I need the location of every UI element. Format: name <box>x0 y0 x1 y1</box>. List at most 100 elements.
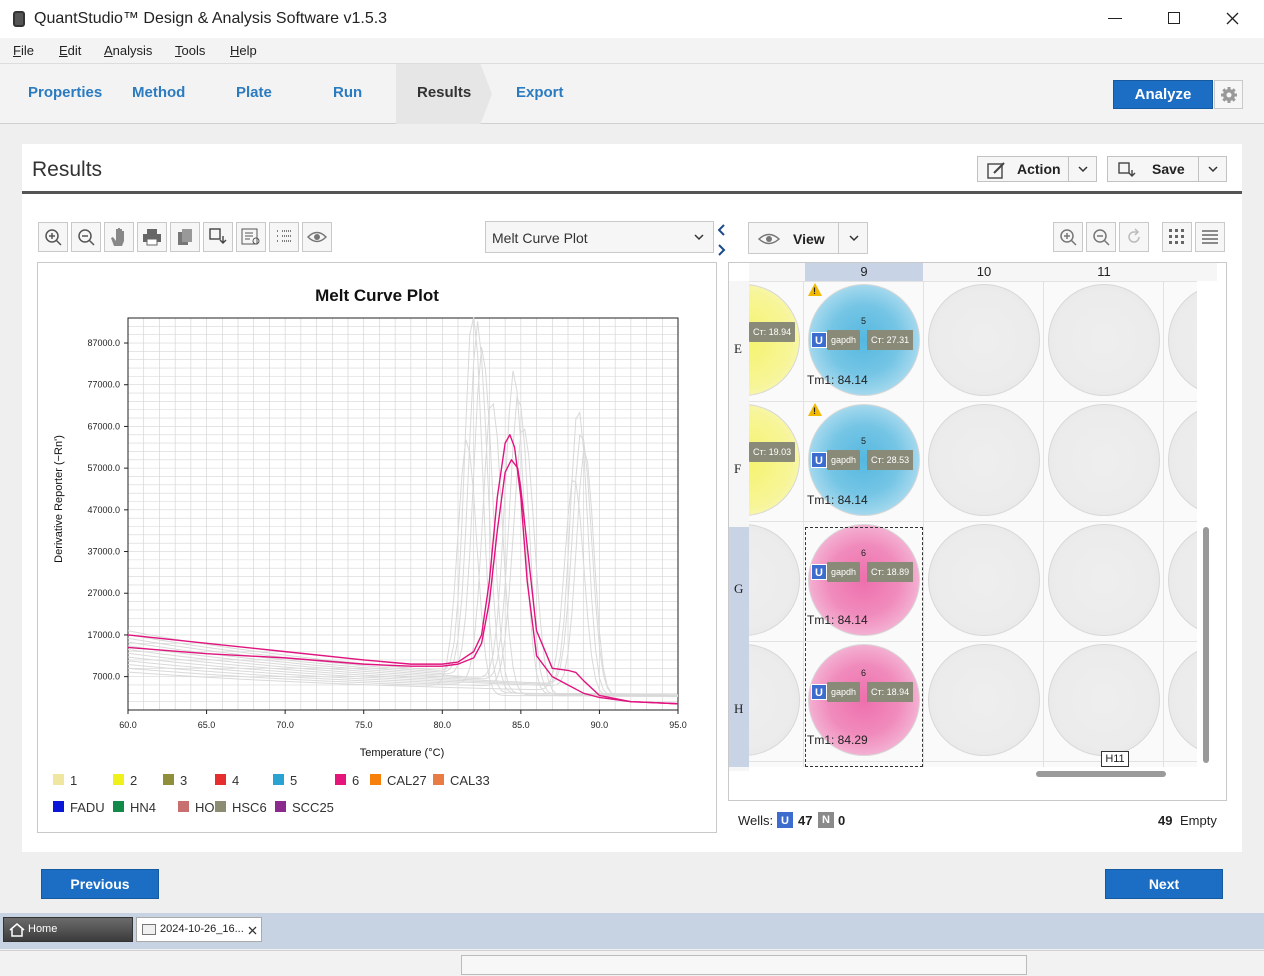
gear-icon <box>1220 86 1237 103</box>
zoom-in-icon <box>45 229 62 246</box>
partial-well-ct: Cᴛ: 19.03 <box>749 442 796 462</box>
well[interactable] <box>1168 404 1197 516</box>
print-icon <box>143 229 161 246</box>
legend-toggle-button[interactable] <box>269 222 299 252</box>
minimize-icon[interactable] <box>1108 18 1122 19</box>
well[interactable] <box>1048 284 1160 396</box>
menu-help[interactable]: Help <box>230 43 257 58</box>
save-button[interactable]: Save <box>1107 156 1227 182</box>
row-divider <box>749 281 1197 282</box>
copy-button[interactable] <box>170 222 200 252</box>
menu-edit[interactable]: Edit <box>59 43 82 58</box>
plate-reset-button[interactable] <box>1119 222 1149 252</box>
warning-icon <box>808 283 822 296</box>
background-trace <box>127 433 679 697</box>
plot-type-select[interactable]: Melt Curve Plot <box>485 221 714 253</box>
well[interactable] <box>1048 644 1160 756</box>
well[interactable] <box>1168 284 1197 396</box>
close-icon[interactable] <box>1226 12 1239 25</box>
pan-button[interactable] <box>104 222 134 252</box>
ntc-badge: N <box>818 812 834 828</box>
plate-zoom-out-button[interactable] <box>1086 222 1116 252</box>
print-button[interactable] <box>137 222 167 252</box>
well[interactable] <box>1168 524 1197 636</box>
next-button[interactable]: Next <box>1105 869 1223 899</box>
well[interactable] <box>1168 644 1197 756</box>
results-header: Results Action Save <box>22 144 1242 194</box>
window-title: QuantStudio™ Design & Analysis Software … <box>34 10 388 27</box>
maximize-icon[interactable] <box>1168 12 1180 24</box>
grid-view-button[interactable] <box>1162 222 1192 252</box>
well[interactable] <box>928 524 1040 636</box>
well[interactable] <box>749 524 800 636</box>
well[interactable] <box>928 404 1040 516</box>
wells-status: Wells: U 47 N 0 49 Empty <box>738 812 1218 832</box>
action-button[interactable]: Action <box>977 156 1097 182</box>
series-line <box>127 434 679 705</box>
row-h[interactable]: H <box>734 701 744 716</box>
row-f[interactable]: F <box>734 461 742 476</box>
x-tick-label: 85.0 <box>512 720 530 730</box>
x-tick-label: 90.0 <box>591 720 609 730</box>
column-10[interactable]: 10 <box>976 264 992 279</box>
well[interactable] <box>928 644 1040 756</box>
row-e[interactable]: E <box>734 341 742 356</box>
analysis-settings-button[interactable] <box>1214 80 1243 109</box>
legend-label: SCC25 <box>292 800 334 815</box>
well-ct: Cᴛ: 18.94 <box>867 682 914 702</box>
eye-icon <box>307 231 327 243</box>
report-button[interactable] <box>236 222 266 252</box>
y-tick-label: 37000.0 <box>87 547 120 557</box>
tab-plate[interactable]: Plate <box>236 84 272 101</box>
zoom-in-button[interactable] <box>38 222 68 252</box>
unknown-badge: U <box>811 332 827 348</box>
row-g[interactable]: G <box>734 581 744 596</box>
legend-item: CAL27 <box>370 773 427 788</box>
menu-analysis[interactable]: Analysis <box>104 43 153 58</box>
table-view-button[interactable] <box>1195 222 1225 252</box>
view-dropdown[interactable]: View <box>748 222 868 254</box>
zoom-out-button[interactable] <box>71 222 101 252</box>
well[interactable] <box>1048 404 1160 516</box>
menu-bar: File Edit Analysis Tools Help <box>0 38 1264 64</box>
tab-properties[interactable]: Properties <box>28 84 103 101</box>
column-9[interactable]: 9 <box>805 263 923 281</box>
legend-item: 3 <box>163 773 187 788</box>
tab-results[interactable]: Results <box>396 64 492 124</box>
expand-right-icon[interactable] <box>718 244 726 256</box>
menu-tools[interactable]: Tools <box>175 43 206 58</box>
tab-run[interactable]: Run <box>333 84 363 101</box>
partial-well-ct: Cᴛ: 18.94 <box>749 322 796 342</box>
app-icon <box>13 11 25 27</box>
vertical-scrollbar[interactable] <box>1203 527 1209 763</box>
well[interactable] <box>749 644 800 756</box>
show-button[interactable] <box>302 222 332 252</box>
menu-file[interactable]: File <box>13 43 34 58</box>
view-label: View <box>793 231 825 247</box>
close-icon[interactable] <box>248 926 257 935</box>
export-plot-button[interactable] <box>203 222 233 252</box>
well[interactable] <box>1048 524 1160 636</box>
tab-method[interactable]: Method <box>132 84 186 101</box>
list-icon <box>277 230 291 242</box>
column-11[interactable]: 11 <box>1097 264 1111 279</box>
x-tick-label: 70.0 <box>276 720 294 730</box>
previous-button[interactable]: Previous <box>41 869 159 899</box>
tab-export[interactable]: Export <box>516 84 564 101</box>
row-divider <box>749 521 1197 522</box>
analyze-button[interactable]: Analyze <box>1113 80 1213 109</box>
horizontal-scrollbar[interactable] <box>1036 771 1166 777</box>
legend-swatch <box>178 801 189 812</box>
legend-swatch <box>163 774 174 785</box>
y-tick-label: 47000.0 <box>87 505 120 515</box>
well[interactable] <box>928 284 1040 396</box>
collapse-left-icon[interactable] <box>718 224 726 236</box>
background-trace <box>127 395 679 696</box>
plate-zoom-in-button[interactable] <box>1053 222 1083 252</box>
plot-type-value: Melt Curve Plot <box>492 230 588 246</box>
home-tab[interactable]: Home <box>3 917 133 942</box>
experiment-tab[interactable]: 2024-10-26_16... <box>136 917 262 942</box>
row-divider <box>749 761 1197 762</box>
legend-item: HSC6 <box>215 800 267 815</box>
